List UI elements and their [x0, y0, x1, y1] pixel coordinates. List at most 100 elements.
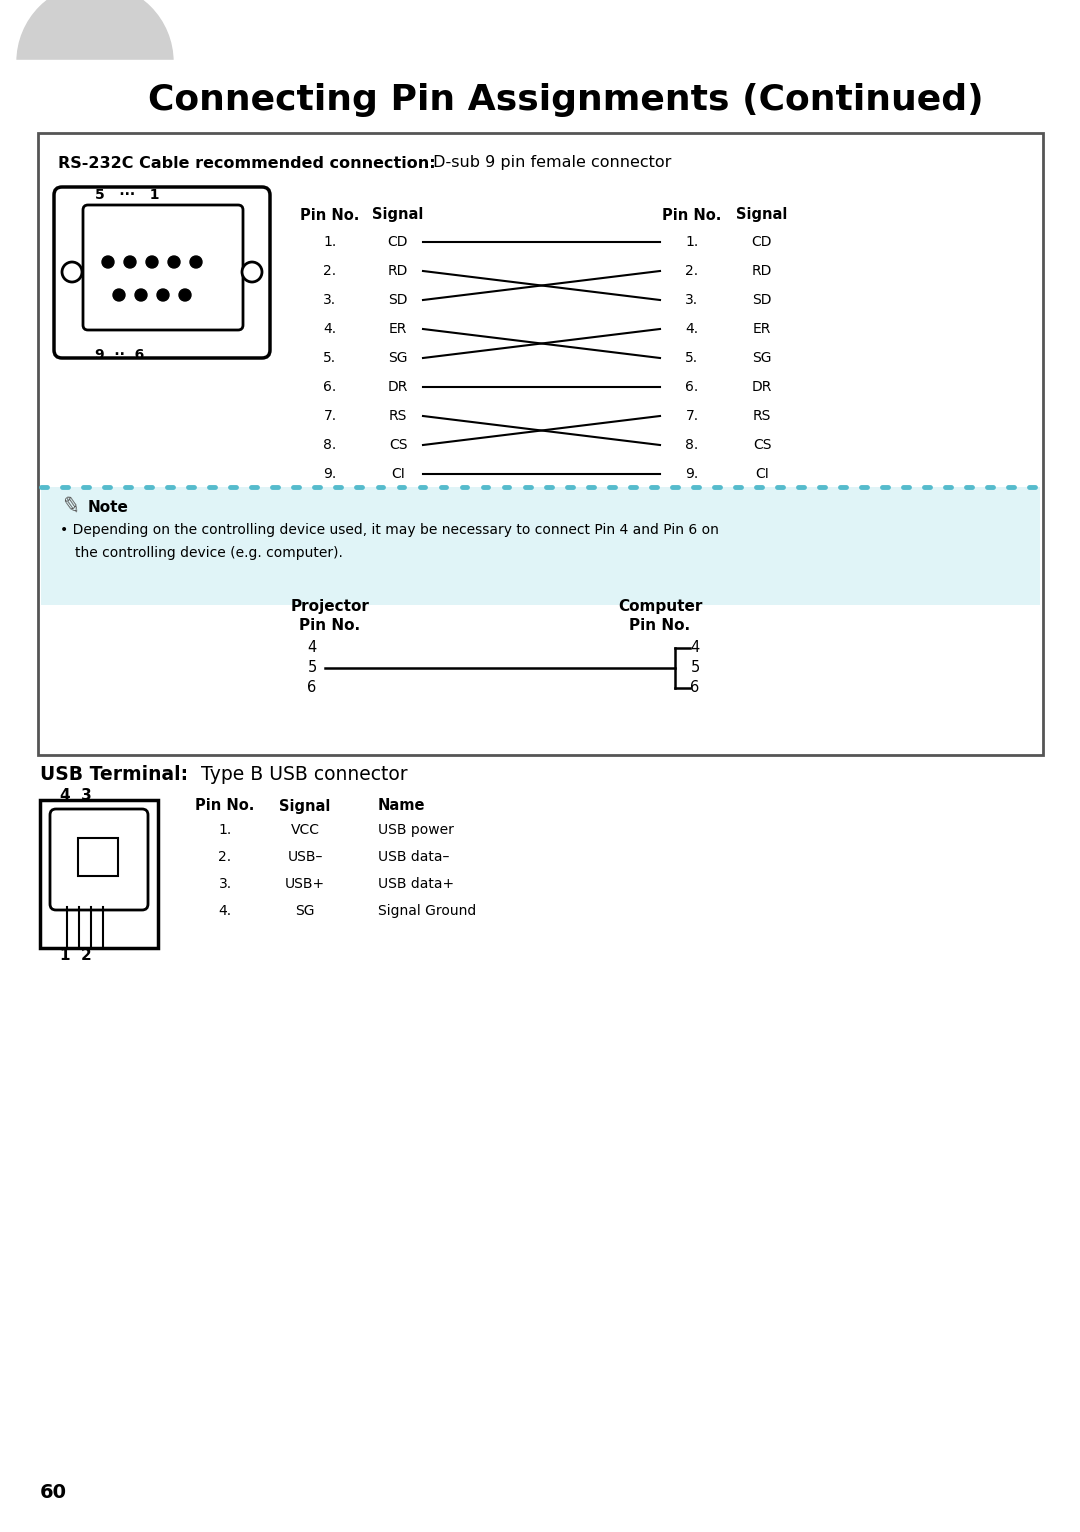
- Text: CS: CS: [389, 438, 407, 452]
- Text: 4: 4: [690, 640, 700, 656]
- Text: Computer: Computer: [618, 599, 702, 614]
- Bar: [0, 60, 185, 139]
- Text: Signal: Signal: [280, 798, 330, 813]
- Text: RS: RS: [753, 409, 771, 423]
- Circle shape: [242, 262, 262, 282]
- Text: Pin No.: Pin No.: [299, 617, 361, 633]
- Text: 5: 5: [690, 660, 700, 676]
- Text: ✎: ✎: [60, 495, 82, 518]
- Text: 1.: 1.: [686, 234, 699, 250]
- Text: USB+: USB+: [285, 876, 325, 892]
- Text: CI: CI: [755, 467, 769, 481]
- Text: Pin No.: Pin No.: [195, 798, 255, 813]
- Text: RS: RS: [389, 409, 407, 423]
- Circle shape: [102, 256, 114, 268]
- Text: 2.: 2.: [686, 264, 699, 277]
- Text: 5: 5: [308, 660, 316, 676]
- Text: Signal Ground: Signal Ground: [378, 904, 476, 918]
- Text: RS-232C Cable recommended connection: D-sub 9 pin female connector: RS-232C Cable recommended connection: D-…: [58, 156, 642, 170]
- Text: CI: CI: [391, 467, 405, 481]
- Text: 4.: 4.: [323, 322, 337, 336]
- Text: 5   ···   1: 5 ··· 1: [95, 188, 160, 202]
- Text: RS-232C Cable recommended connection:: RS-232C Cable recommended connection:: [58, 156, 435, 170]
- Text: 6.: 6.: [686, 380, 699, 394]
- Text: VCC: VCC: [291, 823, 320, 836]
- FancyBboxPatch shape: [38, 133, 1043, 755]
- FancyBboxPatch shape: [54, 187, 270, 358]
- Circle shape: [113, 290, 125, 300]
- Text: 6: 6: [690, 680, 700, 696]
- Text: 3.: 3.: [218, 876, 231, 892]
- Text: CS: CS: [753, 438, 771, 452]
- Text: DR: DR: [752, 380, 772, 394]
- Text: 1.: 1.: [323, 234, 337, 250]
- Text: USB Terminal:: USB Terminal:: [40, 766, 188, 784]
- Text: 8.: 8.: [686, 438, 699, 452]
- Circle shape: [179, 290, 191, 300]
- Text: ER: ER: [753, 322, 771, 336]
- Text: Pin No.: Pin No.: [630, 617, 690, 633]
- Text: RD: RD: [388, 264, 408, 277]
- Text: USB–: USB–: [287, 850, 323, 864]
- Text: SD: SD: [388, 293, 408, 306]
- Text: 2.: 2.: [323, 264, 337, 277]
- Text: 7.: 7.: [686, 409, 699, 423]
- FancyBboxPatch shape: [41, 487, 1040, 605]
- Text: Signal: Signal: [373, 207, 423, 222]
- Text: 3.: 3.: [686, 293, 699, 306]
- Circle shape: [135, 290, 147, 300]
- Text: 8.: 8.: [323, 438, 337, 452]
- Bar: [78, 838, 118, 876]
- Text: 9  ··  6: 9 ·· 6: [95, 348, 145, 362]
- Text: DR: DR: [388, 380, 408, 394]
- Text: USB data–: USB data–: [378, 850, 449, 864]
- Text: Signal: Signal: [737, 207, 787, 222]
- Text: 6.: 6.: [323, 380, 337, 394]
- Circle shape: [190, 256, 202, 268]
- Text: 4.: 4.: [686, 322, 699, 336]
- Text: 60: 60: [40, 1483, 67, 1501]
- Text: 5.: 5.: [686, 351, 699, 365]
- Text: Note: Note: [87, 499, 129, 515]
- Text: • Depending on the controlling device used, it may be necessary to connect Pin 4: • Depending on the controlling device us…: [60, 522, 719, 538]
- Text: ER: ER: [389, 322, 407, 336]
- Text: Pin No.: Pin No.: [300, 207, 360, 222]
- Circle shape: [168, 256, 180, 268]
- Text: D-sub 9 pin female connector: D-sub 9 pin female connector: [428, 156, 672, 170]
- Text: Connecting Pin Assignments (Continued): Connecting Pin Assignments (Continued): [148, 83, 984, 116]
- Text: CD: CD: [388, 234, 408, 250]
- Text: 2.: 2.: [218, 850, 231, 864]
- Circle shape: [157, 290, 168, 300]
- Circle shape: [62, 262, 82, 282]
- Text: 5.: 5.: [323, 351, 337, 365]
- FancyBboxPatch shape: [50, 809, 148, 910]
- Text: CD: CD: [752, 234, 772, 250]
- Circle shape: [124, 256, 136, 268]
- Circle shape: [146, 256, 158, 268]
- Text: 4: 4: [308, 640, 316, 656]
- Text: Type B USB connector: Type B USB connector: [195, 766, 407, 784]
- Text: 7.: 7.: [323, 409, 337, 423]
- Text: 9.: 9.: [686, 467, 699, 481]
- Text: 4  3: 4 3: [60, 787, 92, 803]
- Text: 3.: 3.: [323, 293, 337, 306]
- Text: 9.: 9.: [323, 467, 337, 481]
- Text: Projector: Projector: [291, 599, 369, 614]
- Text: SG: SG: [753, 351, 772, 365]
- Text: Name: Name: [378, 798, 426, 813]
- Text: the controlling device (e.g. computer).: the controlling device (e.g. computer).: [75, 545, 342, 561]
- Text: 1  2: 1 2: [60, 947, 92, 962]
- Text: USB data+: USB data+: [378, 876, 454, 892]
- Text: 4.: 4.: [218, 904, 231, 918]
- FancyBboxPatch shape: [83, 205, 243, 329]
- Text: 6: 6: [308, 680, 316, 696]
- Text: Pin No.: Pin No.: [662, 207, 721, 222]
- Circle shape: [17, 0, 173, 139]
- Text: SG: SG: [295, 904, 314, 918]
- Text: RD: RD: [752, 264, 772, 277]
- Text: 1.: 1.: [218, 823, 231, 836]
- Text: USB power: USB power: [378, 823, 454, 836]
- Text: SG: SG: [388, 351, 408, 365]
- Bar: [40, 800, 158, 948]
- Text: SD: SD: [753, 293, 772, 306]
